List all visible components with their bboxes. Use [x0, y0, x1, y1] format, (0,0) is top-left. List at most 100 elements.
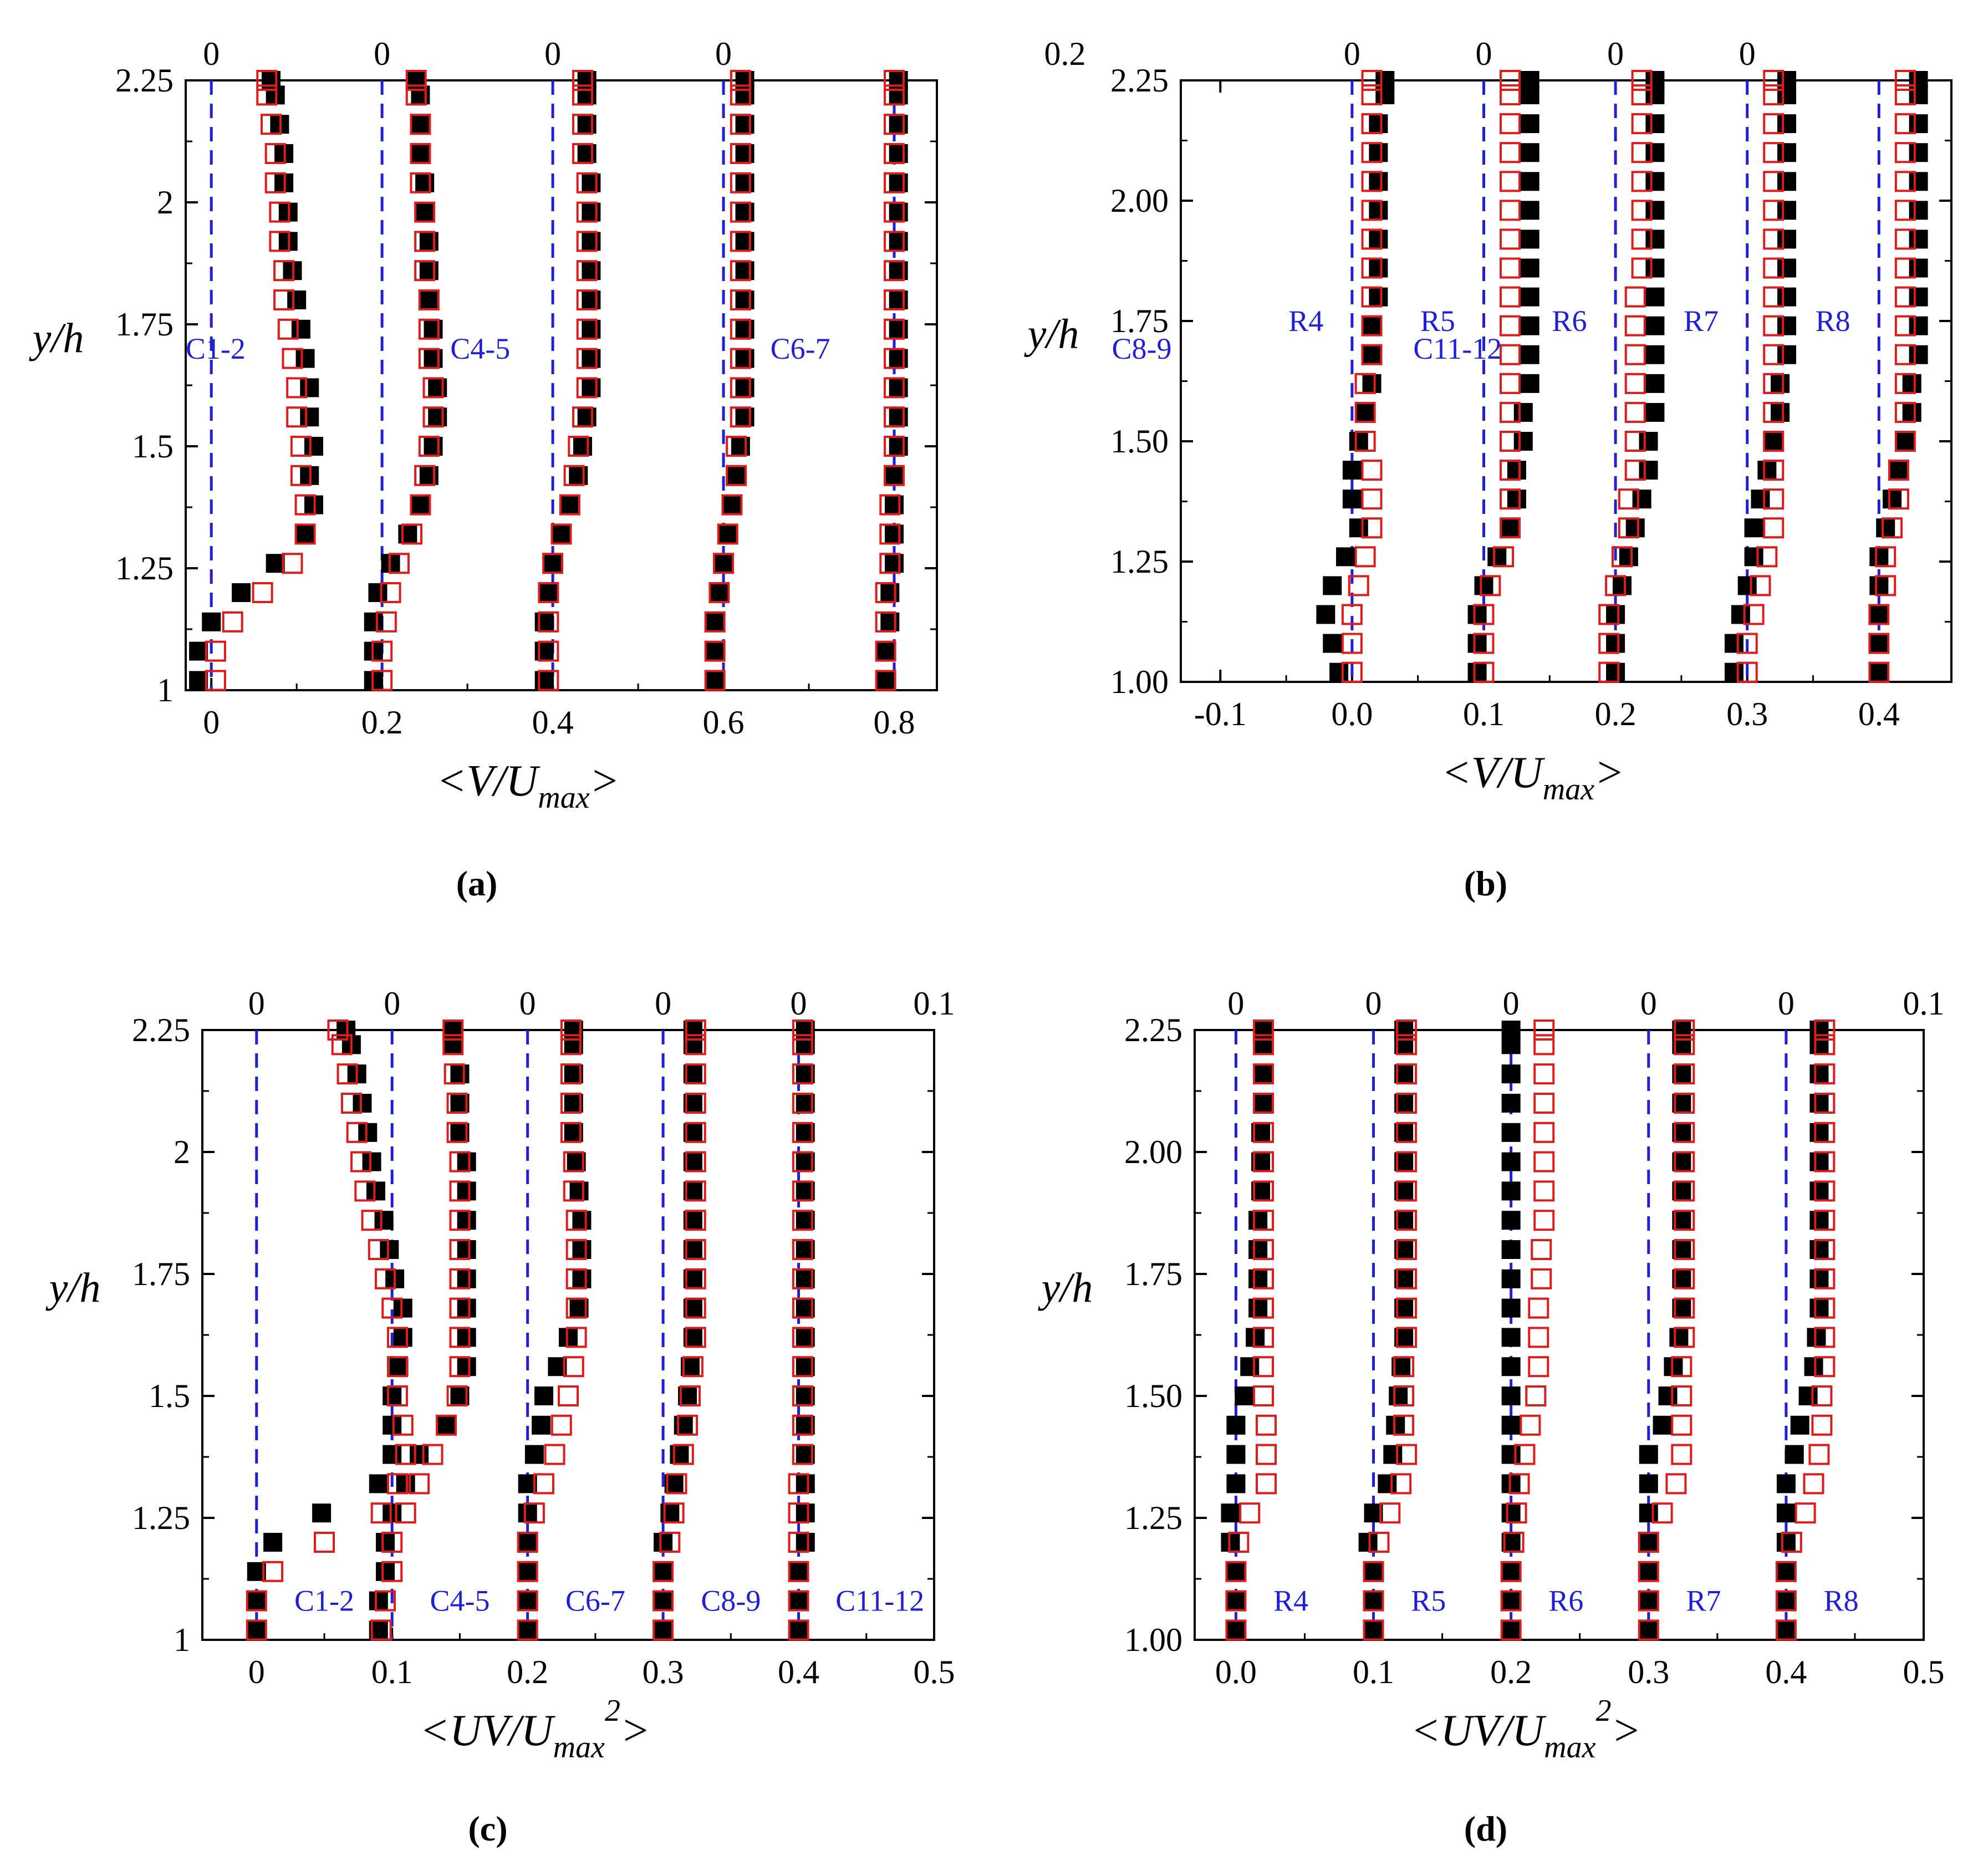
simulated-point: [685, 1063, 706, 1085]
simulated-point: [576, 201, 598, 223]
simulated-point: [1674, 1034, 1695, 1056]
measured-point: [1349, 518, 1368, 538]
measured-point: [1501, 1357, 1521, 1377]
simulated-point: [884, 465, 905, 486]
simulated-point: [576, 289, 598, 310]
simulated-point: [680, 1385, 701, 1406]
simulated-point: [884, 114, 905, 135]
simulated-point: [294, 494, 316, 516]
measured-point: [1764, 432, 1783, 451]
simulated-point: [1500, 315, 1521, 337]
measured-point: [518, 1533, 537, 1552]
top-tick-label: 0: [1607, 35, 1624, 72]
simulated-point: [331, 1034, 353, 1056]
simulated-point: [884, 406, 905, 428]
simulated-point: [1814, 1239, 1836, 1260]
measured-point: [419, 261, 439, 281]
measured-point: [410, 1445, 429, 1464]
measured-point: [1369, 287, 1388, 307]
simulated-point: [572, 70, 593, 91]
simulated-point: [538, 640, 559, 662]
simulated-point: [1624, 344, 1646, 365]
measured-point: [419, 466, 439, 485]
measured-point: [1744, 518, 1763, 538]
simulated-point: [792, 1034, 813, 1056]
simulated-point: [576, 231, 598, 252]
measured-point: [1342, 461, 1362, 480]
simulated-point: [1508, 1473, 1530, 1495]
measured-point: [654, 1562, 673, 1581]
simulated-point: [442, 1034, 464, 1056]
simulated-point: [730, 84, 751, 106]
simulated-point: [370, 1502, 392, 1524]
measured-point: [1809, 1094, 1829, 1113]
simulated-point: [361, 1210, 383, 1231]
simulated-point: [1256, 1444, 1277, 1465]
measured-point: [411, 144, 430, 163]
simulated-point: [282, 553, 303, 574]
measured-point: [1737, 576, 1757, 595]
simulated-point: [565, 1210, 587, 1231]
simulated-point: [1528, 1297, 1549, 1319]
measured-point: [1902, 374, 1921, 393]
simulated-point: [1894, 200, 1916, 221]
x-axis-label-sub: max: [553, 1730, 605, 1765]
simulated-point: [884, 289, 905, 310]
simulated-point: [414, 231, 436, 252]
measured-point: [889, 437, 908, 456]
simulated-point: [1631, 171, 1653, 192]
measured-point: [1777, 201, 1796, 220]
simulated-point: [388, 553, 410, 574]
measured-point: [1369, 172, 1388, 191]
measured-point: [457, 1357, 476, 1377]
simulated-point: [449, 1180, 471, 1202]
measured-point: [880, 612, 900, 631]
top-tick-label: 0: [203, 35, 220, 72]
simulated-point: [1763, 171, 1785, 192]
measured-point: [1645, 402, 1665, 422]
measured-point: [1389, 1386, 1408, 1405]
profile-label: C4-5: [450, 332, 510, 365]
simulated-point: [1665, 1473, 1687, 1495]
measured-point: [1757, 461, 1777, 480]
simulated-point: [246, 1590, 267, 1612]
measured-point: [885, 466, 904, 485]
measured-point: [1776, 1620, 1796, 1640]
simulated-point: [730, 260, 751, 282]
simulated-point: [792, 1268, 813, 1289]
simulated-point: [1814, 1151, 1836, 1172]
measured-point: [1639, 1445, 1658, 1464]
measured-point: [1501, 518, 1520, 538]
measured-point: [735, 349, 755, 368]
simulated-point: [1894, 344, 1916, 365]
measured-point: [428, 407, 447, 427]
x-tick-label: 0.5: [1903, 1654, 1945, 1690]
simulated-point: [1763, 401, 1785, 423]
measured-point: [1520, 143, 1539, 162]
simulated-point: [1253, 1121, 1275, 1143]
measured-point: [518, 1562, 537, 1581]
measured-point: [654, 1533, 673, 1552]
top-tick-label: 0.1: [914, 985, 955, 1022]
simulated-point: [1894, 113, 1916, 135]
measured-point: [1329, 662, 1349, 682]
simulated-point: [558, 1385, 579, 1406]
x-axis-label-main: <UV/U: [1411, 1706, 1547, 1755]
measured-point: [885, 524, 904, 544]
simulated-point: [205, 670, 226, 691]
measured-point: [1501, 1591, 1521, 1610]
simulated-point: [1763, 228, 1785, 250]
simulated-point: [205, 640, 226, 662]
simulated-point: [1253, 1239, 1275, 1260]
simulated-point: [572, 114, 593, 135]
measured-point: [1386, 1415, 1405, 1435]
measured-point: [424, 319, 443, 339]
simulated-point: [1361, 171, 1383, 192]
x-axis-label-close: >: [1611, 1706, 1641, 1755]
measured-point: [1645, 143, 1665, 162]
profile-label: C6-7: [565, 1584, 625, 1618]
simulated-point: [1520, 1414, 1541, 1436]
measured-point: [1664, 1357, 1683, 1377]
simulated-point: [875, 582, 896, 603]
simulated-point: [560, 1019, 582, 1041]
